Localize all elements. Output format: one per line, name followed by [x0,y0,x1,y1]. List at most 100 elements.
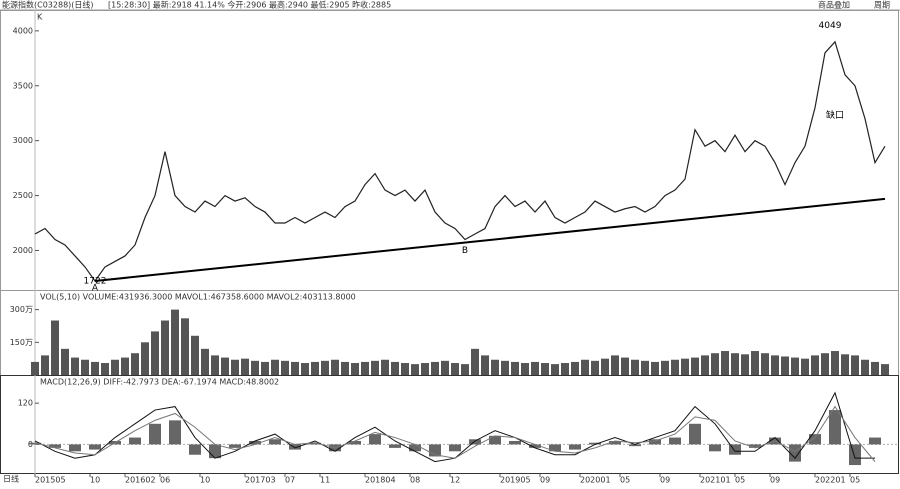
macd-bar [449,444,461,452]
volume-bar [151,331,159,375]
volume-bar [221,357,229,375]
volume-bar [701,355,709,375]
macd-bar [269,439,281,445]
x-tick-label: 11 [320,476,330,485]
macd-bar [689,423,701,445]
macd-bar [29,442,41,445]
volume-bar [421,363,429,375]
volume-bar [121,357,129,375]
volume-bar [871,361,879,375]
macd-bar [229,444,241,448]
macd-bar [629,444,641,447]
volume-bar [171,309,179,375]
volume-bar [761,353,769,375]
volume-bar [351,363,359,375]
volume-bar [331,359,339,375]
volume-bar [301,363,309,375]
quote: [15:28:30] 最新:2918 41.14% 今开:2906 最高:294… [108,0,391,10]
macd-bar [569,444,581,450]
macd-bar [489,435,501,445]
volume-bar [131,353,139,375]
macd-bar [249,440,261,445]
x-tick-label: 05 [735,476,745,485]
volume-bar [811,355,819,375]
volume-bar [61,348,69,375]
volume-bar [851,355,859,375]
macd-bar [369,434,381,445]
x-tick-label: 09 [770,476,780,485]
macd-bar [209,444,221,459]
macd-bar [529,444,541,448]
volume-bar [411,364,419,375]
macd-bar [169,420,181,445]
volume-bar [631,359,639,375]
volume-bar [281,360,289,375]
volume-bar [81,359,89,375]
macd-bar [549,444,561,452]
price-axis-label: K [37,13,43,22]
macd-bar [809,434,821,445]
annotation: 4049 [819,21,842,31]
macd-bar [149,423,161,445]
volume-bar [111,359,119,375]
dea-line [34,405,876,462]
volume-bar [541,363,549,375]
volume-bar [321,360,329,375]
y-tick-label: 120 [18,399,33,408]
volume-bar [711,353,719,375]
volume-bar [621,357,629,375]
volume-bar [441,360,449,375]
volume-bar [651,361,659,375]
annotation: B [462,246,468,256]
volume-bar [581,359,589,375]
volume-bar [561,363,569,375]
volume-bar [641,360,649,375]
macd-bar [189,444,201,455]
x-tick-label: 10 [200,476,210,485]
volume-bar [691,357,699,375]
volume-bar [861,359,869,375]
volume-bar [291,361,299,375]
y-tick-label: 2000 [13,246,33,255]
volume-bar [261,361,269,375]
x-tick-label: 06 [160,476,170,485]
period-button[interactable]: 周期 [874,1,890,10]
volume-title: VOL(5,10) VOLUME:431936.3000 MAVOL1:4673… [40,293,356,302]
volume-bar [821,353,829,375]
x-tick-label: 201602 [125,476,156,485]
macd-bar [469,439,481,445]
volume-bar [401,363,409,375]
macd-bar [749,444,761,448]
y-tick-label: 3000 [13,136,33,145]
volume-bar [41,355,49,375]
volume-bar [231,359,239,375]
volume-bar [661,360,669,375]
volume-bar [461,364,469,375]
volume-bar [881,364,889,375]
volume-bar [271,359,279,375]
macd-bar [309,442,321,445]
volume-bar [431,361,439,375]
volume-bar [141,342,149,375]
macd-bar [589,442,601,445]
x-tick-label: 12 [450,476,460,485]
volume-bar [831,351,839,375]
volume-bar [451,363,459,375]
volume-bar [51,320,59,375]
x-tick-label: 09 [660,476,670,485]
volume-bar [521,363,529,375]
volume-bar [471,348,479,375]
volume-bar [101,363,109,375]
macd-bar [509,440,521,445]
volume-bar [381,359,389,375]
volume-bar [91,361,99,375]
macd-bar [869,437,881,445]
y-tick-label: 300万 [10,305,33,314]
macd-bar [89,444,101,450]
volume-bar [601,358,609,375]
overlay-button[interactable]: 商品叠加 [818,0,850,10]
volume-bar [201,348,209,375]
annotation: 缺口 [826,109,844,121]
macd-bar [729,444,741,455]
